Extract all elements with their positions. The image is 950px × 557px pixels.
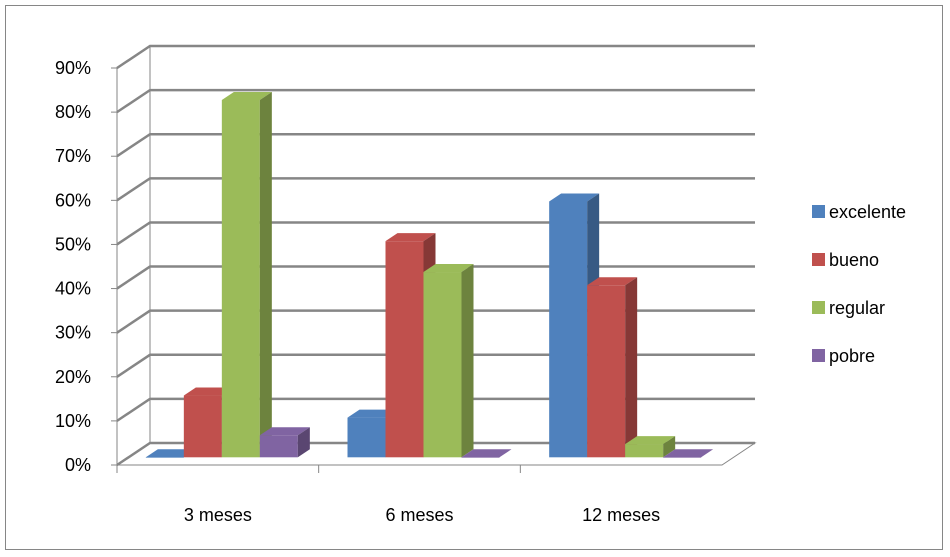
bar-top <box>663 449 714 458</box>
y-tick-label: 60% <box>55 190 91 210</box>
bar-side <box>259 92 272 458</box>
gridline <box>116 88 755 114</box>
bar-side <box>297 427 310 458</box>
bar-bueno <box>587 277 638 458</box>
bar-front <box>423 272 462 458</box>
bar-front <box>549 201 588 458</box>
legend-label: bueno <box>829 250 879 270</box>
bar-top <box>625 436 676 445</box>
bar-top <box>183 387 234 396</box>
legend-label: pobre <box>829 346 875 366</box>
legend-swatch <box>812 301 825 314</box>
bar-side <box>461 264 474 458</box>
x-axis-categories: 3 meses 6 meses 12 meses <box>116 465 660 525</box>
bar-top <box>259 427 310 436</box>
y-tick-label: 20% <box>55 367 91 387</box>
bar-front <box>625 444 664 458</box>
bar-excelente <box>145 449 196 458</box>
bar-front <box>221 100 260 458</box>
gridline <box>116 44 755 70</box>
bar-top <box>461 449 512 458</box>
y-tick-label: 0% <box>65 455 91 475</box>
bar-front <box>587 285 626 458</box>
bar-top <box>221 92 272 100</box>
x-category-label: 12 meses <box>582 505 660 525</box>
bar-front <box>347 417 386 458</box>
y-tick-label: 90% <box>55 58 91 78</box>
bar-regular <box>221 92 272 458</box>
y-tick-label: 50% <box>55 234 91 254</box>
bar-pobre <box>663 449 714 458</box>
legend: excelente bueno regular pobre <box>812 202 906 366</box>
bar-front <box>663 457 702 458</box>
bar-regular <box>423 264 474 458</box>
x-category-label: 3 meses <box>184 505 252 525</box>
bar-front <box>183 395 222 458</box>
bars <box>145 92 714 458</box>
bar-top <box>587 277 638 286</box>
y-tick-label: 70% <box>55 146 91 166</box>
y-tick-label: 30% <box>55 323 91 343</box>
y-tick-label: 40% <box>55 279 91 299</box>
legend-label: excelente <box>829 202 906 222</box>
bar-top <box>385 233 436 242</box>
bar-front <box>259 435 298 458</box>
bar-top <box>347 409 398 418</box>
bar-side <box>663 436 676 458</box>
gridline <box>116 177 755 202</box>
bar-pobre <box>461 449 512 458</box>
bar-front <box>145 457 184 458</box>
legend-swatch <box>812 253 825 266</box>
gridline <box>116 221 755 246</box>
bar-front <box>385 241 424 458</box>
y-tick-label: 80% <box>55 102 91 122</box>
x-category-label: 6 meses <box>385 505 453 525</box>
bar-top <box>549 193 600 202</box>
legend-swatch <box>812 205 825 218</box>
bar-front <box>461 457 500 458</box>
bar-regular <box>625 436 676 458</box>
y-tick-label: 10% <box>55 411 91 431</box>
chart-frame <box>5 5 943 550</box>
bar-pobre <box>259 427 310 458</box>
bar-side <box>625 277 638 458</box>
y-axis-ticks: 0% 10% 20% 30% 40% 50% 60% 70% 80% 90% <box>55 58 117 475</box>
bar-top <box>145 449 196 458</box>
gridline <box>116 132 755 158</box>
bar-top <box>423 264 474 273</box>
legend-label: regular <box>829 298 885 318</box>
legend-swatch <box>812 349 825 362</box>
